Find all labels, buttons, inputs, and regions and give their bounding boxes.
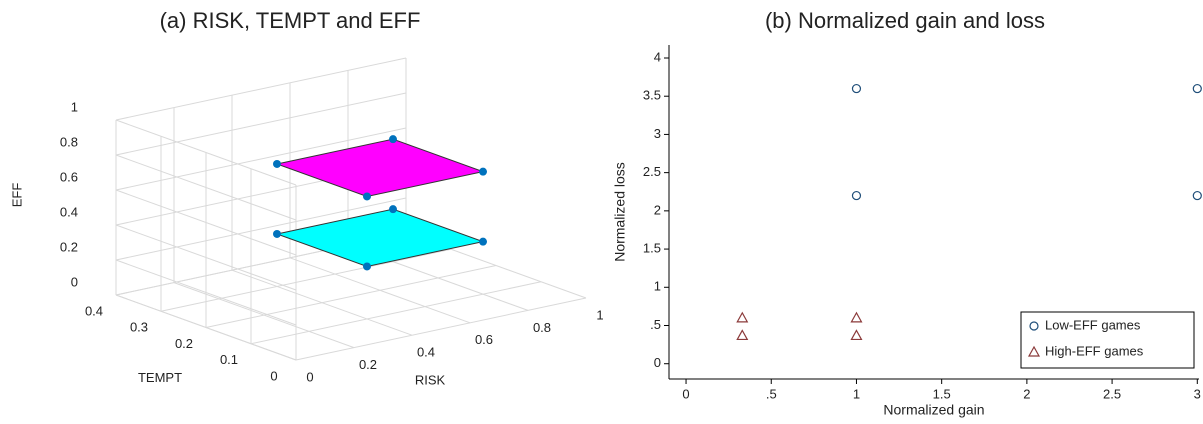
x-tick-label: 0: [306, 369, 313, 384]
marker: [851, 190, 862, 201]
marker: [851, 83, 862, 94]
x-tick-label: 0.8: [533, 320, 551, 335]
y-tick-label: 1.5: [643, 241, 661, 256]
chart-title: (a) RISK, TEMPT and EFF: [160, 8, 421, 33]
marker: [850, 329, 863, 341]
z-axis-label: EFF: [9, 183, 24, 208]
corner-marker: [479, 167, 487, 176]
y-tick-label: 0: [270, 368, 277, 383]
grid-line: [250, 281, 542, 345]
x-axis-label: Normalized gain: [883, 402, 984, 418]
x-tick-label: 1: [596, 307, 603, 322]
grid-line: [115, 92, 407, 156]
grid-line: [115, 224, 297, 291]
corner-marker: [479, 237, 487, 246]
x-tick-label: 3: [1194, 386, 1201, 401]
x-axis-label: RISK: [415, 372, 446, 387]
y-axis-label: Normalized loss: [612, 162, 628, 262]
x-tick-label: 2.5: [1103, 386, 1121, 401]
y-tick-label: 2: [654, 202, 661, 217]
y-tick-label: 0.1: [220, 352, 238, 367]
grid-line: [115, 119, 297, 186]
grid-line: [295, 297, 587, 361]
y-tick-label: 0: [654, 355, 661, 370]
corner-marker: [363, 262, 371, 271]
y-tick-label: 3: [654, 126, 661, 141]
legend-label: High-EFF games: [1045, 343, 1144, 358]
chart-title: (b) Normalized gain and loss: [765, 8, 1045, 33]
legend-marker: [1027, 345, 1041, 357]
x-tick-label: 1: [853, 386, 860, 401]
z-tick-label: 0.4: [60, 204, 78, 219]
plane: [275, 208, 485, 267]
grid-line: [115, 154, 297, 221]
grid-line: [115, 259, 297, 326]
grid-line: [160, 248, 452, 312]
y-tick-label: 3.5: [643, 88, 661, 103]
z-tick-label: 0: [71, 274, 78, 289]
grid-line: [115, 294, 297, 361]
y-axis-label: TEMPT: [138, 370, 182, 385]
corner-marker: [363, 192, 371, 201]
corner-marker: [273, 159, 281, 168]
legend-box: [1020, 311, 1195, 369]
legend-marker: [1029, 321, 1039, 331]
grid-line: [115, 127, 407, 191]
x-tick-label: 0.2: [359, 357, 377, 372]
grid-line: [205, 265, 497, 328]
marker: [736, 311, 749, 323]
marker: [736, 329, 749, 341]
z-tick-label: 0.6: [60, 169, 78, 184]
y-tick-label: 1: [654, 279, 661, 294]
x-tick-label: 0: [682, 386, 689, 401]
corner-marker: [389, 135, 397, 144]
marker: [1192, 83, 1202, 94]
z-tick-label: 1: [71, 99, 78, 114]
y-tick-label: 0.2: [175, 336, 193, 351]
x-tick-label: 1.5: [933, 386, 951, 401]
x-tick-label: 2: [1023, 386, 1030, 401]
grid-line: [115, 189, 297, 256]
x-tick-label: 0.4: [417, 345, 435, 360]
corner-marker: [389, 205, 397, 214]
corner-marker: [273, 229, 281, 238]
z-tick-label: 0.2: [60, 239, 78, 254]
y-tick-label: 4: [654, 49, 661, 64]
y-tick-label: 0.4: [85, 303, 103, 318]
plane: [275, 138, 485, 197]
y-tick-label: 2.5: [643, 164, 661, 179]
grid-line: [115, 197, 407, 261]
grid-line: [115, 57, 407, 121]
y-tick-label: 0.3: [130, 320, 148, 335]
legend-label: Low-EFF games: [1045, 317, 1141, 332]
x-tick-label: 0.6: [475, 332, 493, 347]
marker: [850, 311, 863, 323]
z-tick-label: 0.8: [60, 134, 78, 149]
marker: [1192, 190, 1202, 201]
y-tick-label: .5: [650, 317, 661, 332]
x-tick-label: .5: [766, 386, 777, 401]
